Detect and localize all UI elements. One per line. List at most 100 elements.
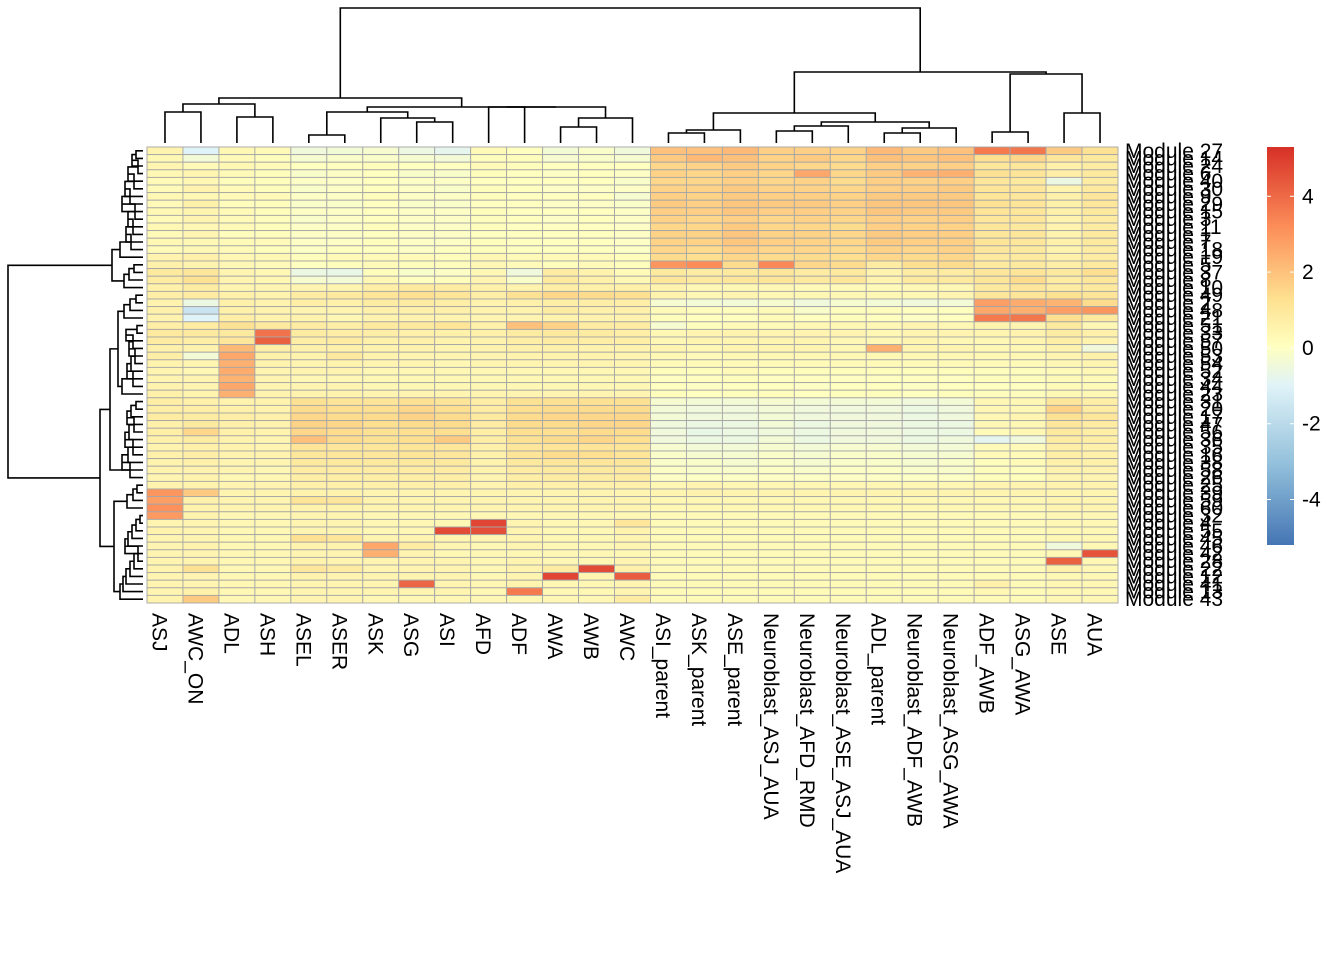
heatmap-cell	[793, 503, 831, 513]
heatmap-cell	[290, 268, 328, 277]
heatmap-cell	[1081, 344, 1119, 353]
heatmap-cell	[506, 541, 544, 551]
heatmap-cell	[1009, 222, 1047, 232]
heatmap-cell	[721, 594, 759, 604]
heatmap-cell	[793, 252, 831, 262]
heatmap-cell	[470, 336, 508, 346]
heatmap-cell	[290, 154, 328, 163]
heatmap-cell	[578, 450, 615, 460]
heatmap-cell	[542, 556, 580, 566]
heatmap-cell	[1045, 534, 1083, 543]
heatmap-cell	[793, 154, 831, 163]
row-label: Module 25	[1125, 474, 1223, 497]
heatmap-cell	[937, 222, 975, 232]
heatmap-cell	[614, 298, 651, 308]
heatmap-cell	[146, 366, 184, 376]
heatmap-cell	[650, 549, 687, 558]
heatmap-cell	[721, 268, 759, 277]
heatmap-cell	[865, 556, 903, 566]
heatmap-cell	[326, 549, 364, 558]
heatmap-cell	[326, 344, 364, 353]
heatmap-cell	[901, 579, 939, 589]
column-label: AWA	[543, 613, 566, 659]
heatmap-cell	[829, 306, 867, 315]
heatmap-cell	[542, 192, 580, 201]
heatmap-cell	[650, 488, 687, 498]
heatmap-cell	[721, 351, 759, 361]
heatmap-cell	[182, 496, 220, 505]
heatmap-cell	[326, 283, 364, 292]
heatmap-cell	[650, 427, 687, 437]
heatmap-cell	[721, 290, 759, 300]
heatmap-cell	[757, 556, 795, 566]
heatmap-cell	[721, 420, 759, 429]
heatmap-cell	[1009, 268, 1047, 277]
heatmap-cell	[182, 389, 220, 399]
heatmap-cell	[1045, 397, 1083, 406]
heatmap-cell	[218, 587, 256, 596]
heatmap-cell	[757, 518, 795, 528]
row-label: Module 15	[1125, 201, 1223, 224]
heatmap-cell	[829, 594, 867, 604]
heatmap-cell	[254, 473, 292, 482]
heatmap-cell	[326, 458, 364, 467]
heatmap-cell	[542, 290, 580, 300]
heatmap-cell	[470, 503, 508, 513]
heatmap-cell	[470, 594, 508, 604]
heatmap-cell	[721, 374, 759, 384]
heatmap-cell	[614, 511, 651, 520]
heatmap-cell	[542, 511, 580, 520]
heatmap-cell	[398, 230, 436, 239]
row-label: Module 40	[1125, 170, 1223, 193]
heatmap-cell	[578, 336, 615, 346]
heatmap-cell	[829, 404, 867, 414]
heatmap-cell	[362, 207, 400, 216]
heatmap-cell	[362, 427, 400, 437]
heatmap-cell	[865, 306, 903, 315]
heatmap-cell	[290, 450, 328, 460]
heatmap-cell	[685, 435, 723, 444]
heatmap-cell	[721, 306, 759, 315]
heatmap-cell	[470, 572, 508, 581]
heatmap-cell	[793, 245, 831, 254]
heatmap-cell	[865, 458, 903, 467]
heatmap-cell	[1009, 176, 1047, 186]
heatmap-cell	[721, 359, 759, 368]
heatmap-cell	[146, 230, 184, 239]
heatmap-cell	[721, 199, 759, 209]
heatmap-cell	[182, 169, 220, 178]
heatmap-cell	[973, 336, 1011, 346]
heatmap-cell	[721, 207, 759, 216]
heatmap-cell	[398, 199, 436, 209]
heatmap-cell	[542, 214, 580, 224]
heatmap-cell	[578, 488, 615, 498]
dendrogram-branch	[135, 400, 143, 410]
heatmap-cell	[542, 146, 580, 156]
heatmap-cell	[218, 359, 256, 368]
heatmap-cell	[829, 222, 867, 232]
heatmap-cell	[685, 549, 723, 558]
heatmap-cell	[290, 564, 328, 574]
heatmap-cell	[290, 306, 328, 315]
heatmap-cell	[973, 321, 1011, 330]
dendrogram-branch	[487, 106, 526, 143]
heatmap-cell	[937, 549, 975, 558]
heatmap-cell	[1081, 473, 1119, 482]
column-label: ASER	[327, 613, 350, 670]
heatmap-cell	[542, 389, 580, 399]
heatmap-cell	[470, 442, 508, 452]
row-label: Module 13	[1125, 581, 1223, 604]
heatmap-cell	[937, 541, 975, 551]
column-label: ASK_parent	[687, 613, 710, 726]
heatmap-cell	[757, 511, 795, 520]
heatmap-cell	[434, 579, 472, 589]
heatmap-cell	[578, 154, 615, 163]
heatmap-cell	[685, 389, 723, 399]
heatmap-cell	[650, 465, 687, 475]
row-label: Module 16	[1125, 444, 1223, 467]
heatmap-cell	[1081, 397, 1119, 406]
heatmap-cell	[721, 237, 759, 247]
heatmap-cell	[685, 511, 723, 520]
dendrogram-branch	[308, 134, 346, 143]
heatmap-cell	[685, 252, 723, 262]
